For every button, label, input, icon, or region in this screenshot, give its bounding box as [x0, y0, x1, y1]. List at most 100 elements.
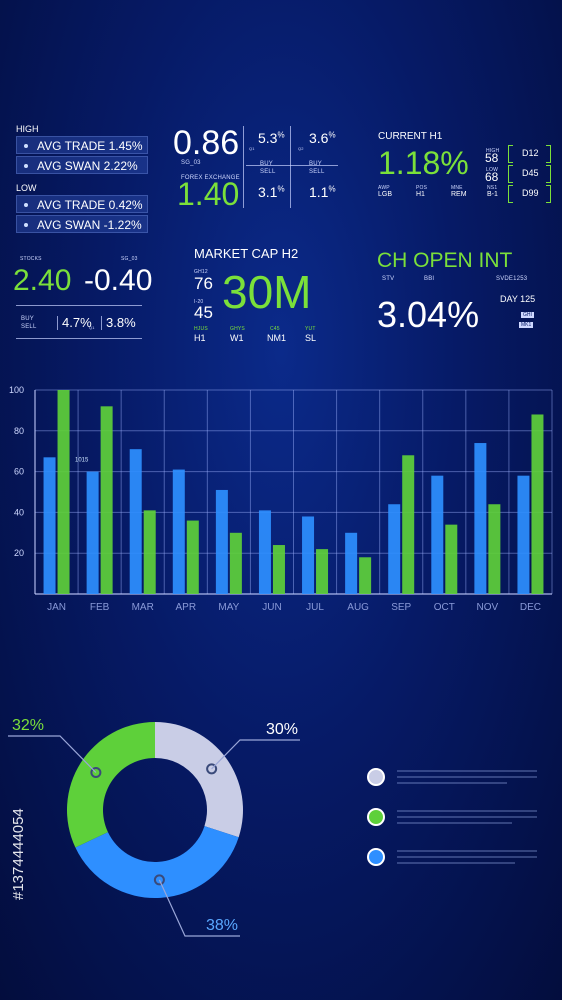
y-tick-label: 100 [9, 385, 24, 395]
current-code-2: D45 [522, 168, 539, 178]
forex-divider-h [246, 165, 338, 166]
callout-label: 32% [12, 717, 44, 734]
y-tick-label: 40 [14, 507, 24, 517]
bar-chart-labels: 20 40 60 80 100 JAN FEB MAR APR MAY JUN JUL AUG SEP OC… [9, 385, 541, 613]
current-code-3: D99 [522, 188, 539, 198]
high-item-1: AVG TRADE 1.45% [16, 136, 148, 154]
low-item-2: AVG SWAN -1.22% [16, 215, 148, 233]
donut-chart-callouts: 30% 32% 38% [8, 717, 300, 937]
bar-dec-series1 [517, 475, 530, 594]
bullet-icon [24, 164, 28, 168]
open-label-2: BBI [424, 276, 435, 282]
callout-line [211, 739, 300, 770]
open-day: DAY 125 [500, 294, 536, 304]
stocks-pct-a: 4.7% [62, 315, 92, 330]
donut-chart: 30% 32% 38% [8, 717, 300, 937]
forex-tag-q2: Q2 [298, 146, 304, 151]
x-tick-label: SEP [391, 602, 411, 613]
stocks-pct-b: 3.8% [106, 315, 136, 330]
forex-tag-q1: Q1 [249, 146, 255, 151]
donut-chart-marks [66, 722, 244, 898]
forex-divider-1 [243, 126, 244, 208]
x-tick-label: OCT [434, 602, 455, 613]
low-label: LOW [16, 183, 37, 193]
bar-feb-series2 [100, 406, 113, 594]
stocks-value-right: -0.40 [84, 264, 153, 297]
current-title: CURRENT H1 [378, 131, 443, 142]
stocks-label: STOCKS [20, 256, 42, 262]
bar-jan-series1 [43, 457, 56, 594]
stock-id-watermark: #1374444054 [10, 808, 27, 900]
current-sub-value-1: LGB [378, 191, 393, 198]
stocks-tick-1 [57, 316, 58, 330]
bar-mar-series1 [129, 449, 142, 594]
current-high-value: 58 [485, 151, 499, 165]
bar-jan-series2 [57, 390, 70, 594]
bracket-right-3 [546, 185, 551, 203]
callout-label: 38% [206, 917, 238, 934]
forex-value-top: 0.86 [173, 124, 240, 162]
current-value: 1.18% [378, 145, 469, 181]
callout-dot [90, 766, 102, 778]
market-col-value-2: W1 [230, 333, 244, 343]
open-value: 3.04% [377, 294, 480, 335]
bracket-right-1 [546, 145, 551, 163]
bullet-icon [24, 223, 28, 227]
x-tick-label: JUN [262, 602, 281, 613]
bar-aug-series2 [359, 557, 372, 594]
stocks-buy: BUY [21, 316, 34, 322]
bar-chart-marks [43, 390, 544, 594]
legend-dot-green [367, 808, 385, 826]
bullet-icon [24, 144, 28, 148]
bar-jun-series2 [272, 545, 285, 594]
open-label-1: STV [382, 276, 395, 282]
open-tag-2: MK1 [519, 322, 534, 328]
forex-divider-2 [290, 126, 291, 208]
y-tick-label: 20 [14, 548, 24, 558]
x-tick-label: FEB [90, 602, 110, 613]
market-col-label-4: YUT [305, 326, 316, 332]
x-tick-label: JUL [306, 602, 324, 613]
current-sub-label-1: AWP [378, 185, 390, 191]
low-item-1: AVG TRADE 0.42% [16, 195, 148, 213]
bar-dec-series2 [531, 414, 544, 594]
open-title: CH OPEN INT [377, 249, 513, 272]
open-tag-1: GHI [521, 312, 534, 318]
current-sub-label-2: POS [416, 185, 428, 191]
bar-apr-series1 [172, 469, 185, 594]
current-sub-label-3: MNE [451, 185, 463, 191]
market-big-value: 30M [222, 266, 312, 318]
high-item-2: AVG SWAN 2.22% [16, 156, 148, 174]
stocks-sell: SELL [21, 324, 37, 330]
current-low-label: LOW [486, 167, 498, 173]
x-tick-label: APR [176, 602, 197, 613]
current-low-value: 68 [485, 170, 499, 184]
forex-exchange-label: FOREX EXCHANGE [181, 175, 240, 181]
market-side-value-1: 76 [194, 274, 213, 293]
callout-dot [206, 763, 218, 775]
donut-slice-30pct [155, 722, 244, 838]
stocks-tick-2 [101, 316, 102, 330]
bar-jul-series1 [302, 516, 315, 594]
forex-col1-bottom: 3.1% [258, 184, 285, 200]
stocks-tag: Q1 [89, 325, 95, 330]
bar-jul-series2 [316, 549, 329, 594]
forex-col2-bottom: 1.1% [309, 184, 336, 200]
x-tick-label: JAN [47, 602, 66, 613]
forex-col2-top: 3.6% [309, 130, 336, 146]
donut-slice-38pct [75, 826, 239, 898]
current-sub-value-3: REM [451, 191, 467, 198]
current-code-1: D12 [522, 148, 539, 158]
bar-chart-grid [34, 389, 553, 595]
market-col-label-1: HJUS [194, 326, 208, 332]
callout-line [8, 735, 97, 773]
bracket-left-3 [508, 185, 513, 203]
x-tick-label: MAR [132, 602, 154, 613]
bullet-icon [24, 203, 28, 207]
forex-sell-2: SELL [309, 169, 325, 175]
high-label: HIGH [16, 124, 39, 134]
market-col-label-2: GHYS [230, 326, 245, 332]
open-label-3: SVDE1253 [496, 276, 528, 282]
y-tick-label: 80 [14, 426, 24, 436]
x-tick-label: DEC [520, 602, 541, 613]
